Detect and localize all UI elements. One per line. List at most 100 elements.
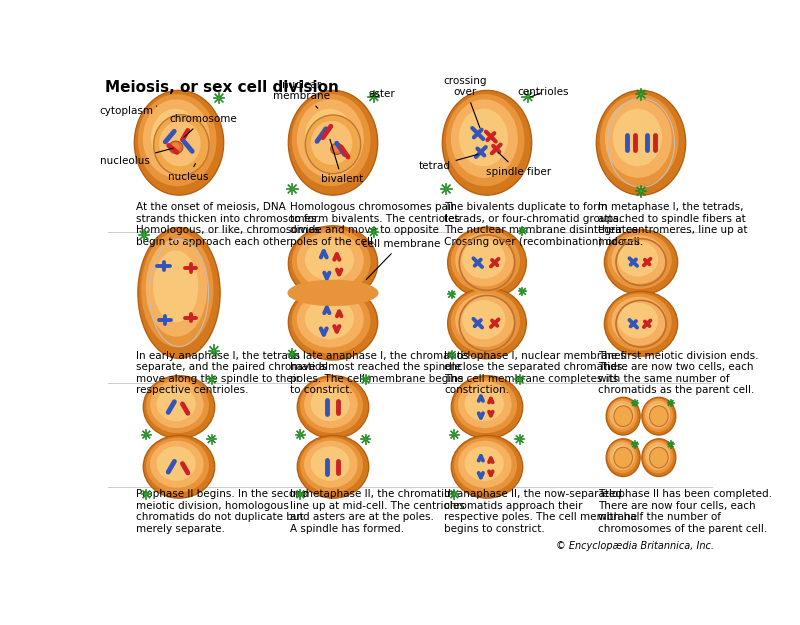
Ellipse shape	[292, 229, 370, 295]
Text: Prophase II begins. In the second
meiotic division, homologous
chromatids do not: Prophase II begins. In the second meioti…	[136, 489, 308, 534]
Ellipse shape	[643, 440, 673, 473]
Ellipse shape	[610, 442, 635, 470]
Ellipse shape	[159, 121, 201, 166]
Ellipse shape	[465, 446, 504, 481]
Ellipse shape	[143, 436, 214, 498]
Ellipse shape	[304, 381, 358, 428]
Ellipse shape	[143, 99, 210, 178]
Ellipse shape	[650, 406, 668, 426]
Ellipse shape	[287, 280, 378, 306]
Ellipse shape	[522, 291, 523, 292]
Ellipse shape	[606, 398, 640, 435]
Ellipse shape	[134, 91, 224, 195]
Ellipse shape	[291, 188, 294, 190]
Ellipse shape	[462, 300, 506, 339]
Ellipse shape	[291, 352, 294, 355]
Ellipse shape	[446, 94, 525, 186]
Ellipse shape	[645, 442, 670, 470]
Ellipse shape	[613, 404, 631, 424]
Ellipse shape	[138, 228, 220, 358]
Ellipse shape	[373, 231, 375, 233]
Ellipse shape	[451, 229, 520, 292]
Ellipse shape	[311, 121, 352, 165]
Text: In anaphase II, the now-separated
chromatids approach their
respective poles. Th: In anaphase II, the now-separated chroma…	[444, 489, 637, 534]
Ellipse shape	[153, 251, 198, 322]
Ellipse shape	[648, 404, 666, 424]
Ellipse shape	[459, 109, 508, 166]
Ellipse shape	[218, 97, 220, 99]
Ellipse shape	[455, 294, 514, 347]
Ellipse shape	[305, 298, 354, 339]
Ellipse shape	[300, 378, 363, 433]
Text: In metaphase II, the chromatids
line up at mid-cell. The centrioles
and asters a: In metaphase II, the chromatids line up …	[290, 489, 465, 534]
Ellipse shape	[648, 446, 666, 466]
Ellipse shape	[634, 444, 636, 445]
Ellipse shape	[365, 438, 367, 441]
Ellipse shape	[210, 378, 213, 381]
Ellipse shape	[610, 401, 635, 429]
Text: aster: aster	[368, 89, 395, 99]
Ellipse shape	[310, 387, 350, 421]
Ellipse shape	[613, 446, 631, 466]
Ellipse shape	[451, 376, 522, 439]
Ellipse shape	[330, 143, 343, 154]
Text: © Encyclopædia Britannica, Inc.: © Encyclopædia Britannica, Inc.	[556, 541, 714, 551]
Text: The first meiotic division ends.
There are now two cells, each
with the same num: The first meiotic division ends. There a…	[598, 351, 758, 396]
Ellipse shape	[306, 115, 361, 174]
Text: spindle fiber: spindle fiber	[486, 152, 551, 176]
Text: nucleolus: nucleolus	[100, 148, 174, 166]
Ellipse shape	[146, 239, 207, 337]
Ellipse shape	[150, 441, 204, 488]
Ellipse shape	[299, 434, 302, 436]
Ellipse shape	[169, 141, 183, 154]
Ellipse shape	[634, 402, 636, 404]
Ellipse shape	[606, 439, 640, 476]
Ellipse shape	[297, 232, 364, 289]
Text: The bivalents duplicate to form
tetrads, or four-chromatid groups.
The nuclear m: The bivalents duplicate to form tetrads,…	[444, 202, 643, 247]
Ellipse shape	[605, 99, 672, 178]
Text: crossing
over: crossing over	[443, 76, 486, 128]
Ellipse shape	[150, 381, 204, 428]
Ellipse shape	[526, 95, 529, 98]
Ellipse shape	[288, 226, 378, 301]
Ellipse shape	[618, 241, 658, 277]
Ellipse shape	[442, 91, 532, 195]
Text: In early anaphase I, the tetrads
separate, and the paired chromatids
move along : In early anaphase I, the tetrads separat…	[136, 351, 327, 396]
Ellipse shape	[607, 294, 672, 351]
Ellipse shape	[604, 229, 678, 294]
Ellipse shape	[642, 398, 676, 435]
Ellipse shape	[142, 234, 146, 236]
Ellipse shape	[458, 381, 512, 428]
Ellipse shape	[145, 493, 147, 496]
Ellipse shape	[614, 448, 633, 468]
Ellipse shape	[604, 291, 678, 356]
Text: In late anaphase I, the chromatids
have almost reached the spindle
poles. The ce: In late anaphase I, the chromatids have …	[290, 351, 469, 396]
Ellipse shape	[453, 434, 455, 436]
Ellipse shape	[618, 302, 658, 338]
Text: nuclear
membrane: nuclear membrane	[274, 79, 330, 108]
Ellipse shape	[292, 94, 370, 186]
Text: Meiosis, or sex cell division: Meiosis, or sex cell division	[105, 79, 339, 94]
Ellipse shape	[450, 354, 453, 356]
Ellipse shape	[300, 438, 363, 493]
Text: In metaphase I, the tetrads,
attached to spindle fibers at
their centromeres, li: In metaphase I, the tetrads, attached to…	[598, 202, 747, 247]
Ellipse shape	[448, 288, 526, 359]
Ellipse shape	[310, 446, 350, 481]
Ellipse shape	[450, 294, 453, 296]
Text: cell membrane: cell membrane	[362, 239, 440, 279]
Ellipse shape	[613, 109, 662, 166]
Ellipse shape	[297, 99, 364, 178]
Ellipse shape	[522, 230, 523, 232]
Ellipse shape	[465, 387, 504, 421]
Ellipse shape	[458, 441, 512, 488]
Ellipse shape	[292, 288, 370, 354]
Text: centrioles: centrioles	[518, 87, 569, 97]
Ellipse shape	[213, 349, 215, 352]
Ellipse shape	[462, 239, 506, 279]
Ellipse shape	[143, 376, 214, 439]
Ellipse shape	[645, 401, 670, 429]
Text: bivalent: bivalent	[321, 139, 363, 184]
Ellipse shape	[299, 493, 302, 496]
Ellipse shape	[445, 188, 447, 190]
Ellipse shape	[138, 94, 217, 186]
